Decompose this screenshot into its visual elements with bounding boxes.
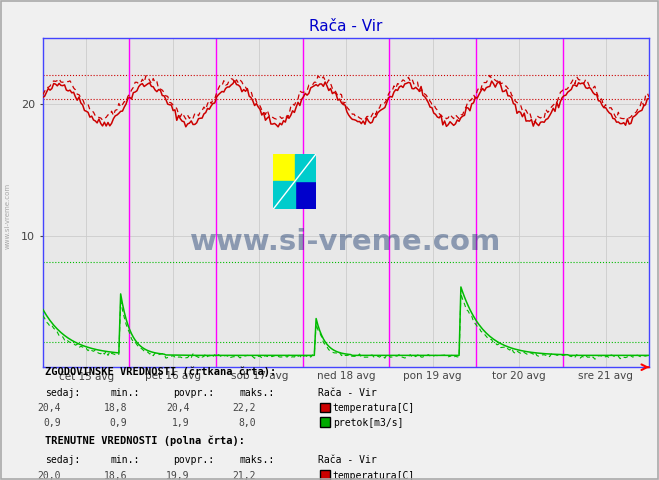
Text: maks.:: maks.: xyxy=(239,455,274,465)
Text: temperatura[C]: temperatura[C] xyxy=(333,471,415,480)
Text: 19,9: 19,9 xyxy=(166,471,190,480)
Text: min.:: min.: xyxy=(111,387,140,397)
Text: 20,4: 20,4 xyxy=(166,403,190,413)
Text: sedaj:: sedaj: xyxy=(45,455,80,465)
Text: TRENUTNE VREDNOSTI (polna črta):: TRENUTNE VREDNOSTI (polna črta): xyxy=(45,435,244,446)
Text: 0,9: 0,9 xyxy=(109,418,127,428)
Bar xyxy=(273,154,295,181)
Text: www.si-vreme.com: www.si-vreme.com xyxy=(5,183,11,249)
Text: 8,0: 8,0 xyxy=(238,418,256,428)
Text: ZGODOVINSKE VREDNOSTI (črtkana črta):: ZGODOVINSKE VREDNOSTI (črtkana črta): xyxy=(45,367,276,377)
Bar xyxy=(295,181,316,209)
Text: 22,2: 22,2 xyxy=(232,403,256,413)
Text: povpr.:: povpr.: xyxy=(173,387,214,397)
Text: Rača - Vir: Rača - Vir xyxy=(318,455,377,465)
Text: www.si-vreme.com: www.si-vreme.com xyxy=(190,228,501,256)
Text: 18,8: 18,8 xyxy=(103,403,127,413)
Text: 18,6: 18,6 xyxy=(103,471,127,480)
Text: 1,9: 1,9 xyxy=(172,418,190,428)
Text: min.:: min.: xyxy=(111,455,140,465)
Text: 20,0: 20,0 xyxy=(38,471,61,480)
Text: povpr.:: povpr.: xyxy=(173,455,214,465)
Text: 0,9: 0,9 xyxy=(43,418,61,428)
Text: sedaj:: sedaj: xyxy=(45,387,80,397)
Text: maks.:: maks.: xyxy=(239,387,274,397)
Text: Rača - Vir: Rača - Vir xyxy=(318,387,377,397)
Text: pretok[m3/s]: pretok[m3/s] xyxy=(333,418,403,428)
Text: 20,4: 20,4 xyxy=(38,403,61,413)
Text: 21,2: 21,2 xyxy=(232,471,256,480)
Polygon shape xyxy=(273,154,316,209)
Text: temperatura[C]: temperatura[C] xyxy=(333,403,415,413)
Title: Rača - Vir: Rača - Vir xyxy=(309,20,383,35)
